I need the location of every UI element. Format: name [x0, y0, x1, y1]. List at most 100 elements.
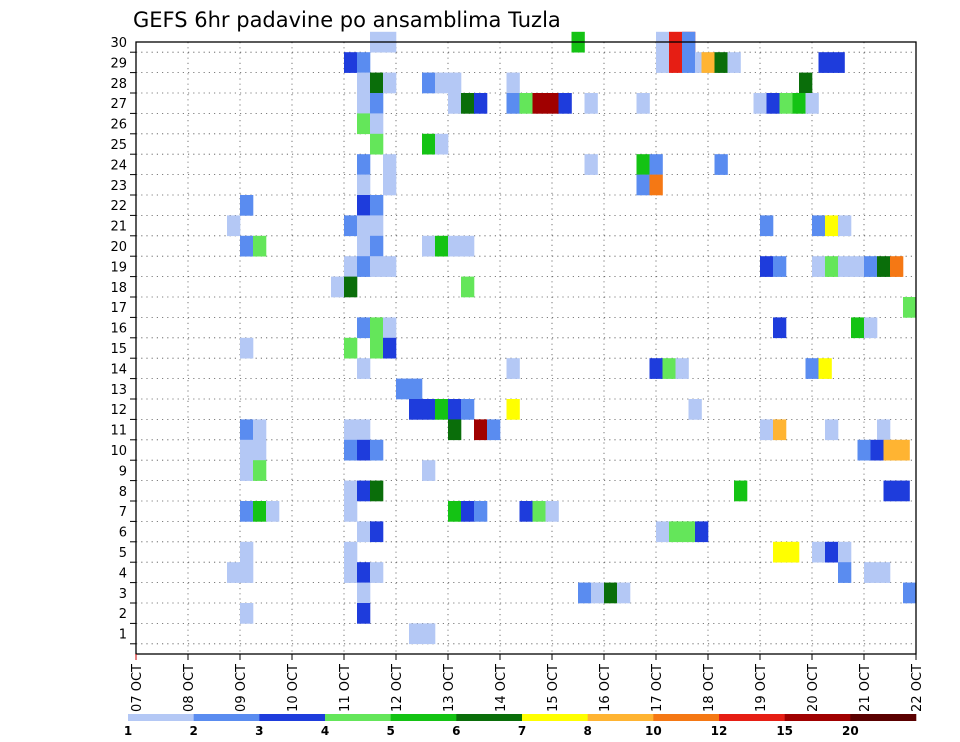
heatmap-cell	[357, 195, 371, 216]
heatmap-cell	[370, 235, 384, 257]
heatmap-cell	[370, 521, 384, 543]
colorbar-segment	[325, 714, 391, 721]
heatmap-cell	[851, 317, 865, 339]
y-tick-label: 30	[110, 36, 127, 51]
y-tick-label: 21	[110, 220, 127, 235]
heatmap-cell	[773, 317, 787, 339]
heatmap-cell	[760, 256, 774, 277]
heatmap-cell	[357, 174, 371, 196]
heatmap-cell	[357, 256, 371, 277]
heatmap-cell	[474, 93, 488, 114]
colorbar-segment	[259, 714, 326, 721]
heatmap-cell	[448, 419, 462, 441]
heatmap-cell	[773, 541, 800, 563]
heatmap-cell	[773, 256, 787, 277]
y-tick-label: 26	[110, 118, 127, 133]
colorbar-label: 2	[189, 724, 197, 738]
colorbar-label: 6	[452, 724, 460, 738]
heatmap-cell	[649, 154, 663, 175]
heatmap-cell	[435, 72, 462, 94]
heatmap-cell	[240, 439, 267, 461]
heatmap-cell	[344, 52, 358, 73]
heatmap-cell	[519, 93, 533, 114]
x-tick-label: 13 OCT	[442, 664, 457, 712]
heatmap-cell	[435, 235, 449, 257]
heatmap-cell	[370, 317, 384, 339]
colorbar-segment	[193, 714, 260, 721]
heatmap-cell	[760, 419, 774, 441]
heatmap-cell	[409, 399, 436, 420]
heatmap-cells	[227, 31, 917, 645]
colorbar-label: 8	[583, 724, 591, 738]
heatmap-cell	[714, 154, 728, 175]
heatmap-cell	[461, 235, 475, 257]
y-tick-label: 9	[119, 464, 127, 479]
y-tick-label: 27	[110, 97, 127, 112]
heatmap-cell	[422, 133, 436, 155]
y-tick-label: 24	[110, 158, 127, 173]
heatmap-cell	[344, 562, 358, 583]
heatmap-cell	[370, 72, 384, 94]
heatmap-cell	[357, 93, 371, 114]
heatmap-cell	[773, 419, 787, 441]
heatmap-cell	[357, 521, 371, 543]
y-tick-label: 19	[110, 260, 127, 275]
heatmap-cell	[383, 337, 397, 359]
heatmap-cell	[649, 174, 663, 196]
y-tick-label: 23	[110, 179, 127, 194]
heatmap-cell	[357, 72, 371, 94]
heatmap-cell	[825, 419, 839, 441]
heatmap-cell	[532, 93, 559, 114]
heatmap-cell	[396, 378, 423, 400]
heatmap-cell	[461, 501, 475, 522]
heatmap-cell	[591, 582, 605, 604]
heatmap-cell	[558, 93, 572, 114]
heatmap-cell	[838, 256, 865, 277]
heatmap-cell	[370, 562, 384, 583]
heatmap-cell	[890, 256, 904, 277]
heatmap-cell	[636, 174, 650, 196]
colorbar-segment	[653, 714, 720, 721]
heatmap-cell	[799, 72, 813, 94]
heatmap-cell	[714, 52, 728, 73]
heatmap-cell	[877, 419, 891, 441]
heatmap-cell	[656, 521, 670, 543]
heatmap-cell	[695, 521, 709, 543]
y-tick-label: 1	[119, 628, 127, 643]
heatmap-cell	[370, 439, 384, 461]
heatmap-cell	[240, 337, 254, 359]
y-tick-label: 4	[119, 566, 127, 581]
heatmap-cell	[669, 521, 696, 543]
heatmap-cell	[656, 52, 670, 73]
heatmap-cell	[818, 358, 832, 379]
x-tick-label: 21 OCT	[858, 664, 873, 712]
heatmap-cell	[383, 154, 397, 175]
heatmap-cell	[448, 501, 462, 522]
x-tick-label: 14 OCT	[494, 664, 509, 712]
heatmap-cell	[344, 419, 371, 441]
y-tick-label: 2	[119, 607, 127, 622]
heatmap-cell	[357, 480, 371, 502]
heatmap-cell	[370, 195, 384, 216]
heatmap-cell	[240, 501, 254, 522]
heatmap-cell	[344, 215, 358, 237]
heatmap-cell	[357, 562, 371, 583]
heatmap-cell	[461, 93, 475, 114]
y-tick-label: 12	[110, 403, 127, 418]
x-tick-label: 17 OCT	[650, 664, 665, 712]
heatmap-cell	[253, 235, 267, 257]
heatmap-cell	[812, 215, 826, 237]
heatmap-cell	[838, 215, 852, 237]
colorbar-segment	[587, 714, 654, 721]
colorbar: 1 2 3 4 5 6 7 8 10 12 15 20	[124, 714, 917, 738]
plot-frame	[135, 41, 917, 655]
colorbar-segment	[128, 714, 194, 721]
heatmap-cell	[883, 480, 910, 502]
heatmap-cell	[838, 541, 852, 563]
heatmap-cell	[812, 541, 826, 563]
y-tick-label: 29	[110, 56, 127, 71]
heatmap-cell	[448, 235, 462, 257]
heatmap-cell	[357, 235, 371, 257]
colorbar-segment	[456, 714, 523, 721]
heatmap-cell	[506, 93, 520, 114]
